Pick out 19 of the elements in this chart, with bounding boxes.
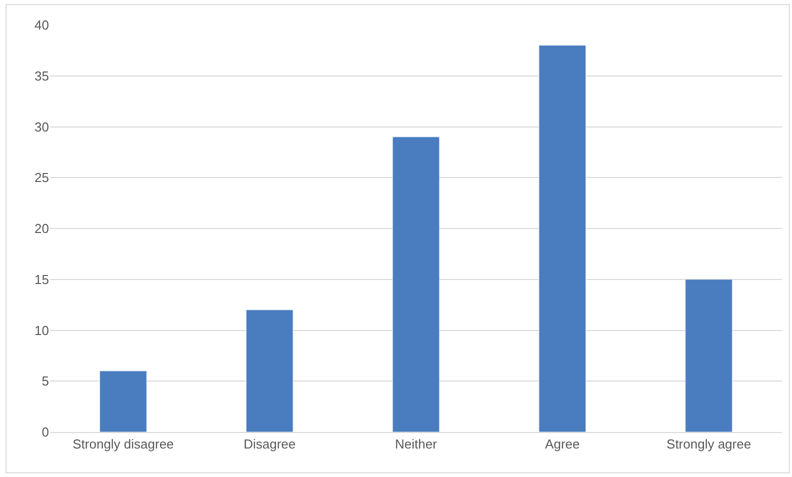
y-tick-label: 25	[34, 170, 49, 186]
x-tick-label: Disagree	[244, 436, 296, 452]
y-tick-label: 35	[34, 68, 49, 84]
y-tick-label: 5	[42, 374, 49, 389]
y-tick-label: 30	[34, 119, 49, 134]
y-tick-label: 40	[34, 18, 49, 33]
x-tick-label: Neither	[395, 436, 438, 452]
y-tick-label: 15	[34, 272, 49, 287]
x-tick-label: Strongly disagree	[72, 436, 174, 452]
bar	[538, 45, 586, 432]
y-tick-label: 0	[42, 424, 49, 440]
bar	[392, 136, 440, 432]
bar	[246, 310, 294, 432]
bar	[685, 279, 732, 432]
y-tick-label: 20	[34, 221, 49, 236]
y-tick-label: 10	[34, 322, 49, 338]
x-tick-label: Strongly agree	[666, 436, 752, 452]
bar	[100, 370, 147, 432]
x-tick-label: Agree	[545, 436, 580, 452]
